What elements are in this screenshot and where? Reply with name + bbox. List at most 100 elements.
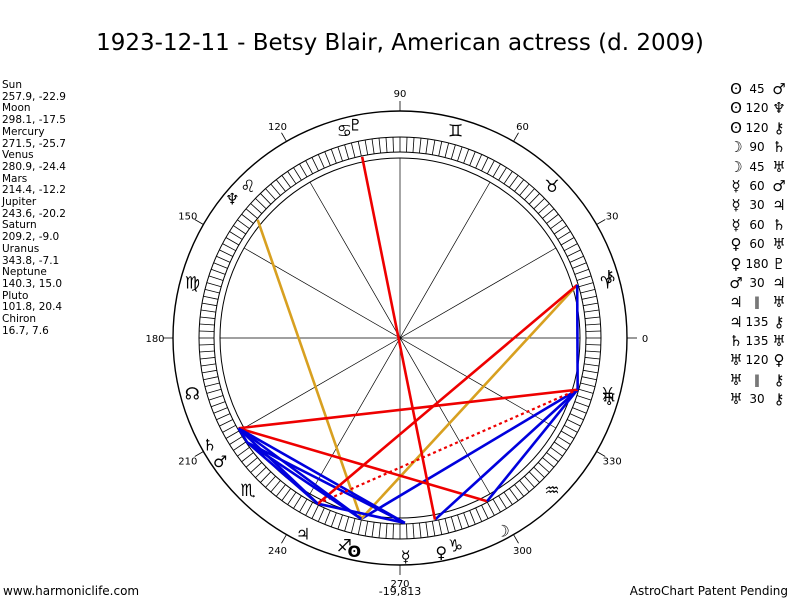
bottom-value: -19,813 xyxy=(379,585,421,598)
aspect-row: ☿ 60 ♄ xyxy=(728,216,788,235)
aspect-planet-1: ♅ xyxy=(729,351,743,370)
degree-tick xyxy=(225,237,240,246)
degree-tick xyxy=(498,495,507,509)
planet-glyph: ♀ xyxy=(435,543,447,562)
degree-tick xyxy=(581,376,597,381)
aspect-planet-1: ♀ xyxy=(730,254,742,273)
degree-tick xyxy=(542,457,555,468)
degree-tick xyxy=(546,452,559,463)
spoke-outer-tick xyxy=(281,132,287,142)
degree-tick xyxy=(550,219,563,229)
degree-label: 240 xyxy=(268,546,287,557)
degree-tick xyxy=(578,282,594,288)
aspect-line-sextile xyxy=(434,388,579,521)
degree-tick xyxy=(560,430,575,439)
planet-name: Mercury xyxy=(2,125,45,138)
aspect-line-semi xyxy=(237,427,319,505)
planet-coords: 214.4, -12.2 xyxy=(2,184,66,197)
aspect-line-semi xyxy=(486,388,579,503)
degree-tick xyxy=(574,401,590,408)
aspect-row: ʘ 120 ⚷ xyxy=(728,119,788,138)
planet-coords: 271.5, -25.7 xyxy=(2,137,66,150)
aspect-line-square xyxy=(238,388,578,430)
aspect-planet-2: ♀ xyxy=(773,351,785,370)
aspect-planet-2: ♅ xyxy=(772,157,786,176)
degree-tick xyxy=(578,388,594,394)
degree-tick xyxy=(584,309,600,313)
degree-label: 0 xyxy=(642,334,648,345)
aspect-row: ☿ 30 ♃ xyxy=(728,196,788,215)
degree-tick xyxy=(550,447,563,457)
aspect-row: ♀ 60 ♅ xyxy=(728,235,788,254)
degree-tick xyxy=(425,522,429,538)
degree-tick xyxy=(537,203,550,214)
aspect-planet-2: ♅ xyxy=(772,332,786,351)
aspect-angle: 120 xyxy=(745,353,769,368)
degree-tick xyxy=(475,154,483,169)
aspect-line-semi xyxy=(317,502,406,525)
aspect-line-semi xyxy=(360,388,579,521)
aspect-planet-2: ⚷ xyxy=(773,390,785,409)
degree-tick xyxy=(576,395,592,401)
degree-tick xyxy=(255,198,267,210)
degree-tick xyxy=(371,522,375,538)
aspect-row: ♃ 135 ⚷ xyxy=(728,313,788,332)
aspect-planet-1: ♂ xyxy=(729,273,743,292)
aspect-row: ♃ ‖ ♅ xyxy=(728,293,788,312)
planet-glyph: ☽ xyxy=(496,521,510,540)
degree-tick xyxy=(431,521,436,537)
aspect-planet-1: ☿ xyxy=(731,196,741,215)
degree-tick xyxy=(255,466,267,478)
spoke-outer-tick xyxy=(596,219,606,225)
degree-tick xyxy=(514,179,525,192)
degree-tick xyxy=(344,144,350,160)
degree-tick xyxy=(270,183,281,196)
planet-coords: 343.8, -7.1 xyxy=(2,254,60,267)
planet-coords: 257.9, -22.9 xyxy=(2,90,66,103)
aspect-planet-1: ʘ xyxy=(730,80,742,98)
degree-tick xyxy=(385,523,388,539)
degree-tick xyxy=(419,138,422,154)
degree-ticks xyxy=(199,137,601,539)
degree-tick xyxy=(357,141,362,157)
aspect-angle: 30 xyxy=(749,392,765,407)
degree-tick xyxy=(503,491,513,505)
aspect-planet-1: ♅ xyxy=(729,390,743,409)
degree-tick xyxy=(371,138,375,154)
aspect-planet-1: ☿ xyxy=(731,215,741,234)
degree-tick xyxy=(350,142,356,158)
aspect-row: ☿ 60 ♂ xyxy=(728,177,788,196)
degree-label: 90 xyxy=(394,89,407,100)
degree-tick xyxy=(406,137,408,153)
degree-tick xyxy=(324,510,331,525)
planet-name: Mars xyxy=(2,172,28,185)
degree-tick xyxy=(412,137,415,153)
degree-tick xyxy=(585,350,601,353)
degree-tick xyxy=(213,407,228,414)
aspect-row: ♄ 135 ♅ xyxy=(728,332,788,351)
degree-tick xyxy=(560,237,575,246)
aspect-planet-2: ♃ xyxy=(772,196,786,215)
aspect-line-semi xyxy=(246,441,362,520)
degree-tick xyxy=(299,498,308,513)
zodiac-sign-glyph: ♏ xyxy=(240,481,255,501)
degree-tick xyxy=(275,484,286,497)
degree-tick xyxy=(509,488,519,501)
degree-tick xyxy=(317,507,325,522)
planet-name: Chiron xyxy=(2,313,37,326)
aspect-planet-2: ⚷ xyxy=(773,312,785,331)
degree-tick xyxy=(199,344,215,346)
degree-tick xyxy=(438,519,443,535)
degree-tick xyxy=(569,413,584,421)
aspect-planet-2: ⚷ xyxy=(773,370,785,389)
degree-tick xyxy=(229,231,243,240)
degree-tick xyxy=(201,302,217,307)
planet-glyph: ☿ xyxy=(401,547,411,566)
aspect-row: ♅ 30 ⚷ xyxy=(728,390,788,409)
degree-tick xyxy=(350,518,356,534)
wheel-spokes xyxy=(163,101,637,575)
aspect-line-sextile xyxy=(246,441,406,525)
aspect-row: ♅ 120 ♀ xyxy=(728,351,788,370)
degree-tick xyxy=(206,282,222,288)
degree-label: 30 xyxy=(606,212,619,223)
